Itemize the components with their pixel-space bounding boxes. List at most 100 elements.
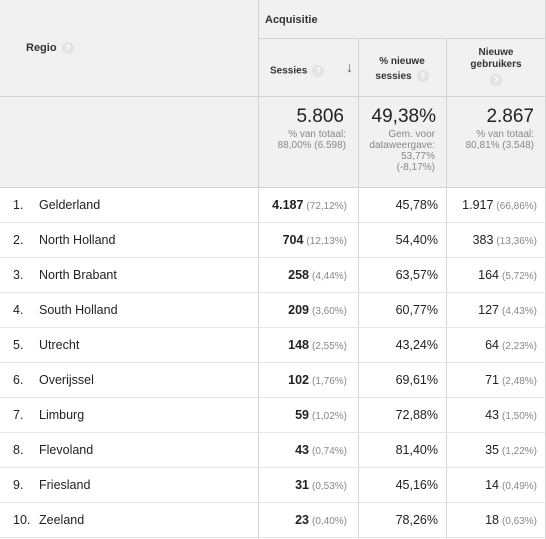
- row-index: 4.: [13, 303, 24, 317]
- region-link[interactable]: North Holland: [39, 233, 116, 247]
- new-sessions-average-note: Gem. voor dataweergave: 53,77% (-8,17%): [358, 129, 435, 173]
- table-row: 8. Flevoland 43 (0,74%) 81,40% 35 (1,22%): [0, 433, 546, 468]
- sessions-header-label: Sessies: [270, 65, 308, 77]
- new-sessions-average: 49,38%: [371, 106, 436, 127]
- new-users-cell: 18 (0,63%): [446, 513, 537, 527]
- new-users-header-label-line2: gebruikers: [470, 59, 522, 70]
- row-index: 2.: [13, 233, 24, 247]
- sort-descending-icon[interactable]: ↓: [346, 59, 353, 75]
- row-index: 1.: [13, 198, 24, 212]
- new-users-value: 43: [485, 408, 499, 422]
- sessions-column-header[interactable]: Sessies? ↓: [258, 39, 358, 96]
- new-users-percentage: (66,86%): [496, 201, 537, 212]
- help-icon[interactable]: ?: [61, 42, 74, 55]
- new-users-cell: 164 (5,72%): [446, 268, 537, 282]
- sessions-value: 4.187: [272, 198, 304, 212]
- region-link[interactable]: Zeeland: [39, 513, 85, 527]
- new-sessions-value: 69,61%: [395, 373, 438, 387]
- sessions-value: 209: [288, 303, 309, 317]
- row-index: 3.: [13, 268, 24, 282]
- header-divider: [0, 96, 546, 97]
- sessions-value: 43: [295, 443, 309, 457]
- new-sessions-note-line1: Gem. voor: [388, 129, 435, 140]
- new-users-value: 35: [485, 443, 499, 457]
- new-users-percentage: (0,63%): [501, 516, 537, 527]
- sessions-percentage: (1,76%): [311, 376, 347, 387]
- new-users-cell: 383 (13,36%): [446, 233, 537, 247]
- row-index: 7.: [13, 408, 24, 422]
- table-row: 2. North Holland 704 (12,13%) 54,40% 383(…: [0, 223, 546, 258]
- new-users-total-note: % van totaal: 80,81% (3.548): [446, 129, 534, 151]
- new-sessions-value: 45,16%: [395, 478, 438, 492]
- sessions-value: 258: [288, 268, 309, 282]
- new-users-percentage: (5,72%): [501, 271, 537, 282]
- row-index: 6.: [13, 373, 24, 387]
- new-sessions-header-label-line1: % nieuwe: [379, 56, 425, 67]
- region-link[interactable]: South Holland: [39, 303, 118, 317]
- sessions-total: 5.806: [296, 106, 344, 127]
- new-users-total: 2.867: [486, 106, 534, 127]
- row-index: 5.: [13, 338, 24, 352]
- sessions-percentage: (0,74%): [311, 446, 347, 457]
- sessions-cell: 148 (2,55%): [258, 338, 347, 352]
- table-header-background: [0, 0, 546, 187]
- sessions-percentage: (12,13%): [306, 236, 347, 247]
- sessions-percentage: (72,12%): [306, 201, 347, 212]
- sessions-total-note: % van totaal: 88,00% (6.598): [258, 129, 346, 151]
- new-users-header-label-line1: Nieuwe: [478, 47, 514, 58]
- new-users-cell: 14 (0,49%): [446, 478, 537, 492]
- header-divider: [258, 38, 546, 39]
- region-link[interactable]: Utrecht: [39, 338, 80, 352]
- table-row: 7. Limburg 59 (1,02%) 72,88% 43 (1,50%): [0, 398, 546, 433]
- region-link[interactable]: Gelderland: [39, 198, 101, 212]
- sessions-percentage: (0,53%): [311, 481, 347, 492]
- column-divider: [258, 0, 259, 539]
- new-sessions-value: 45,78%: [395, 198, 438, 212]
- new-users-cell: 127 (4,43%): [446, 303, 537, 317]
- new-users-percentage: (2,23%): [501, 341, 537, 352]
- sessions-cell: 209 (3,60%): [258, 303, 347, 317]
- sessions-cell: 31 (0,53%): [258, 478, 347, 492]
- new-sessions-note-line2: dataweergave:: [369, 140, 435, 151]
- sessions-value: 704: [282, 233, 304, 247]
- new-sessions-column-header[interactable]: % nieuwe sessies?: [358, 39, 446, 96]
- new-users-percentage: (0,49%): [501, 481, 537, 492]
- new-users-percentage: (1,22%): [501, 446, 537, 457]
- region-link[interactable]: Overijssel: [39, 373, 94, 387]
- region-link[interactable]: Limburg: [39, 408, 85, 422]
- sessions-cell: 704 (12,13%): [258, 233, 347, 247]
- sessions-total-note-line1: % van totaal:: [288, 129, 346, 140]
- new-users-cell: 43 (1,50%): [446, 408, 537, 422]
- new-users-value: 18: [485, 513, 499, 527]
- row-index: 10.: [13, 513, 31, 527]
- row-index: 9.: [13, 478, 24, 492]
- new-users-value: 1.917: [462, 198, 494, 212]
- new-users-value: 64: [485, 338, 499, 352]
- new-users-note-line1: % van totaal:: [476, 129, 534, 140]
- new-users-cell: 35 (1,22%): [446, 443, 537, 457]
- acquisition-group-header: Acquisitie: [265, 14, 318, 26]
- help-icon[interactable]: ?: [416, 70, 429, 83]
- new-users-percentage: (13,36%): [496, 236, 537, 247]
- new-users-column-header[interactable]: Nieuwe gebruikers ?: [446, 39, 546, 96]
- table-row: 9. Friesland 31 (0,53%) 45,16% 14 (0,49%): [0, 468, 546, 503]
- region-link[interactable]: Friesland: [39, 478, 91, 492]
- help-icon[interactable]: ?: [312, 65, 325, 77]
- new-users-value: 127: [478, 303, 499, 317]
- table-row: 10. Zeeland 23 (0,40%) 78,26% 18 (0,63%): [0, 503, 546, 538]
- new-users-value: 164: [478, 268, 499, 282]
- region-link[interactable]: North Brabant: [39, 268, 117, 282]
- sessions-cell: 43 (0,74%): [258, 443, 347, 457]
- region-link[interactable]: Flevoland: [39, 443, 94, 457]
- table-row: 5. Utrecht 148 (2,55%) 43,24% 64 (2,23%): [0, 328, 546, 363]
- help-icon[interactable]: ?: [490, 74, 502, 86]
- new-sessions-value: 54,40%: [395, 233, 438, 247]
- sessions-value: 148: [288, 338, 309, 352]
- dimension-header[interactable]: Regio?: [26, 42, 74, 55]
- new-sessions-note-line4: (-8,17%): [396, 162, 435, 173]
- sessions-value: 23: [295, 513, 309, 527]
- new-sessions-note-line3: 53,77%: [401, 151, 435, 162]
- new-users-note-line2: 80,81% (3.548): [465, 140, 534, 151]
- sessions-percentage: (3,60%): [311, 306, 347, 317]
